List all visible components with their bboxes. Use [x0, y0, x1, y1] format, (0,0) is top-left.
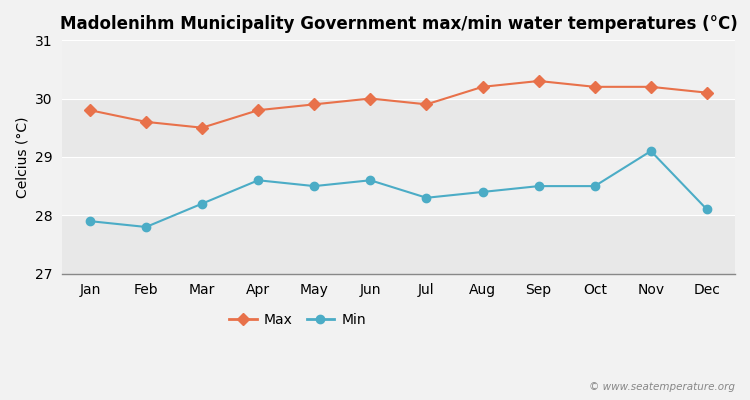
Max — [590, 84, 599, 89]
Max — [142, 120, 151, 124]
Bar — [62, 98, 735, 157]
Max — [422, 102, 431, 107]
Bar — [62, 157, 735, 215]
Bar — [62, 40, 735, 98]
Min — [366, 178, 375, 183]
Max — [310, 102, 319, 107]
Min — [534, 184, 543, 188]
Max — [254, 108, 262, 112]
Max — [646, 84, 656, 89]
Title: Madolenihm Municipality Government max/min water temperatures (°C): Madolenihm Municipality Government max/m… — [59, 15, 737, 33]
Line: Max: Max — [86, 77, 711, 132]
Bar — [62, 215, 735, 274]
Max — [534, 78, 543, 83]
Min — [254, 178, 262, 183]
Line: Min: Min — [86, 147, 711, 231]
Min — [590, 184, 599, 188]
Y-axis label: Celcius (°C): Celcius (°C) — [15, 116, 29, 198]
Max — [366, 96, 375, 101]
Min — [198, 201, 207, 206]
Max — [703, 90, 712, 95]
Min — [422, 195, 431, 200]
Min — [310, 184, 319, 188]
Min — [646, 149, 656, 154]
Legend: Max, Min: Max, Min — [224, 307, 371, 332]
Max — [478, 84, 487, 89]
Min — [142, 224, 151, 229]
Text: © www.seatemperature.org: © www.seatemperature.org — [589, 382, 735, 392]
Min — [86, 219, 94, 224]
Max — [198, 125, 207, 130]
Min — [478, 190, 487, 194]
Min — [703, 207, 712, 212]
Max — [86, 108, 94, 112]
